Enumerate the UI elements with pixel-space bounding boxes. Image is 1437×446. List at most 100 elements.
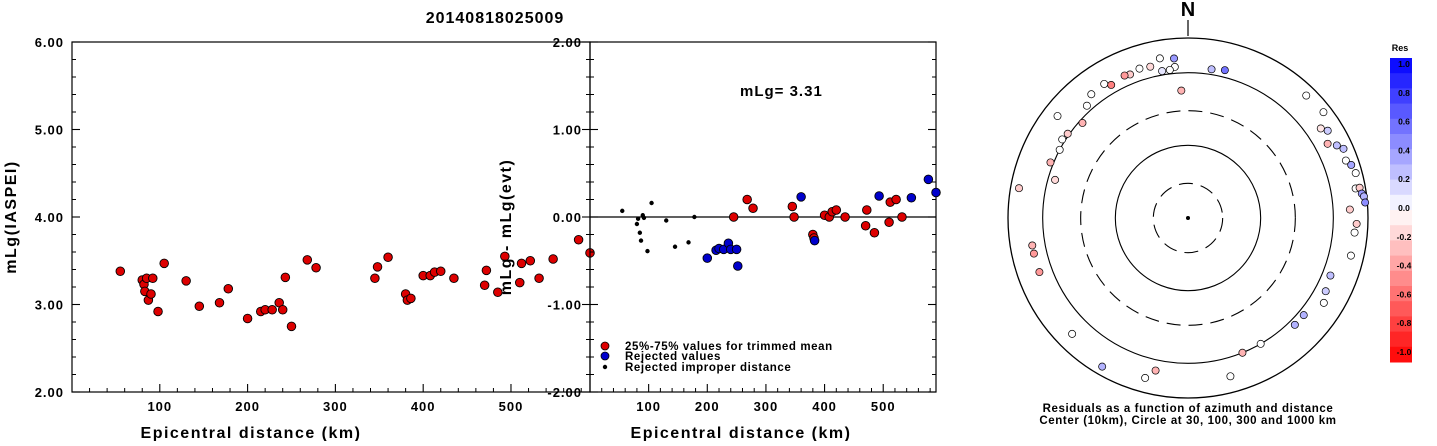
colorbar-title: Res	[1392, 43, 1409, 53]
polar-point	[1058, 135, 1067, 144]
mid-point-series-0	[891, 194, 901, 205]
mlg-iaspei-panel: mLg(IASPEI) Epicentral distance (km) 100…	[3, 35, 595, 442]
azimuth-distance-panel: N Residuals as a function of azimuth and…	[1007, 0, 1370, 427]
legend-label-improper: Rejected improper distance	[625, 362, 791, 374]
mid-point-series-0	[897, 212, 907, 222]
distance-rings	[1007, 37, 1369, 399]
legend-marker-improper	[602, 364, 608, 370]
colorbar-cell	[1390, 88, 1412, 105]
colorbar-cell	[1390, 194, 1412, 211]
polar-point	[1155, 54, 1164, 63]
mid-point-series-2	[635, 216, 641, 221]
polar-point	[1035, 268, 1044, 277]
residual-colorbar: Res 1.0 0.8 0.6 0.4 0.2 0.0 -0.2 -0.4 -0.6 -0.8 -1…	[1390, 43, 1412, 363]
left-point-series-0	[370, 273, 380, 284]
mid-point-series-0	[787, 201, 798, 212]
mid-point-series-2	[637, 230, 643, 235]
polar-point	[1107, 81, 1116, 89]
colorbar-cell	[1390, 164, 1412, 181]
colorbar-cell	[1390, 179, 1412, 196]
caption-line-2: Center (10km), Circle at 30, 100, 300 an…	[1039, 415, 1336, 427]
polar-point	[1319, 108, 1328, 117]
polar-point	[1346, 251, 1355, 260]
north-label: N	[1181, 0, 1195, 21]
mid-point-series-0	[840, 212, 850, 222]
caption-line-1: Residuals as a function of azimuth and d…	[1043, 403, 1334, 415]
mid-point-series-1	[874, 191, 884, 201]
ring-100km	[1114, 144, 1262, 292]
left-x-tick-label: 200	[235, 399, 260, 414]
polar-point	[1352, 219, 1361, 228]
mid-point-series-0	[884, 217, 894, 227]
mid-point-series-1	[906, 192, 917, 203]
polar-point	[1256, 339, 1265, 348]
mid-point-series-2	[672, 244, 678, 249]
mid-point-series-2	[692, 214, 697, 220]
mlg-residual-panel: mLg - mLg(evt) Epicentral distance (km) …	[498, 35, 941, 442]
polar-point	[1082, 101, 1091, 110]
polar-point	[1068, 329, 1077, 338]
left-point-series-0	[242, 313, 253, 324]
colorbar-tick-label: -0.4	[1397, 261, 1412, 271]
left-y-tick-label: 2.00	[35, 385, 64, 400]
figure-title: 20140818025009	[426, 10, 565, 27]
mid-point-series-2	[620, 208, 625, 214]
colorbar-cell	[1390, 286, 1412, 302]
polar-point	[1323, 126, 1332, 135]
polar-point	[1170, 54, 1178, 63]
ring-1000km	[1042, 72, 1334, 364]
y-axis-label: mLg - mLg(evt)	[498, 159, 515, 296]
colorbar-cell	[1390, 270, 1412, 287]
left-point-series-0	[148, 273, 158, 284]
left-point-series-0	[525, 256, 536, 266]
polar-point	[1339, 144, 1348, 153]
polar-point	[1046, 158, 1055, 167]
left-x-tick-label: 400	[411, 399, 436, 414]
y-axis-label: mLg(IASPEI)	[3, 160, 20, 273]
ring-300km	[1080, 110, 1296, 326]
left-point-series-0	[479, 280, 490, 291]
colorbar-tick-label: 0.8	[1398, 88, 1410, 98]
left-data-points	[115, 234, 595, 332]
colorbar-cell	[1390, 346, 1412, 363]
left-point-series-0	[267, 305, 277, 315]
polar-point	[1323, 139, 1332, 148]
colorbar-labels: 1.0 0.8 0.6 0.4 0.2 0.0 -0.2 -0.4 -0.6 -0.8 -1.0	[1397, 59, 1412, 357]
polar-point	[1299, 311, 1308, 320]
mid-point-series-0	[742, 194, 752, 205]
polar-point	[1319, 298, 1328, 307]
colorbar-tick-label: -0.8	[1397, 318, 1412, 328]
polar-point	[1158, 67, 1167, 76]
left-point-series-0	[115, 266, 126, 277]
polar-point	[1326, 271, 1335, 280]
colorbar-tick-label: -1.0	[1397, 347, 1412, 357]
colorbar-cell	[1390, 255, 1412, 272]
mid-y-tick-label: 0.00	[553, 210, 582, 225]
left-point-series-0	[534, 273, 544, 284]
mid-x-tick-label: 100	[636, 399, 661, 414]
mid-x-tick-label: 200	[695, 399, 720, 414]
polar-point	[1063, 129, 1072, 138]
legend-label-rejected: Rejected values	[625, 351, 721, 363]
polar-point	[1087, 90, 1096, 99]
left-y-tick-label: 4.00	[35, 210, 64, 225]
mid-point-series-2	[645, 248, 650, 254]
center-dot	[1186, 216, 1190, 220]
mid-point-series-0	[860, 220, 871, 231]
left-point-series-0	[493, 287, 503, 298]
legend-label-trimmed: 25%-75% values for trimmed mean	[625, 341, 833, 353]
mid-point-series-1	[931, 187, 941, 198]
colorbar-cell	[1390, 134, 1412, 150]
polar-point	[1015, 184, 1023, 193]
polar-point	[1098, 362, 1107, 371]
mid-y-tick-label: 2.00	[553, 35, 582, 50]
left-point-series-0	[481, 265, 492, 276]
left-point-series-0	[214, 298, 225, 308]
polar-point	[1141, 373, 1150, 382]
mid-point-series-2	[649, 200, 654, 206]
x-axis-label: Epicentral distance (km)	[141, 425, 362, 441]
mid-point-series-1	[731, 244, 742, 255]
left-y-tick-label: 3.00	[35, 298, 64, 313]
mid-data-points	[620, 174, 941, 271]
